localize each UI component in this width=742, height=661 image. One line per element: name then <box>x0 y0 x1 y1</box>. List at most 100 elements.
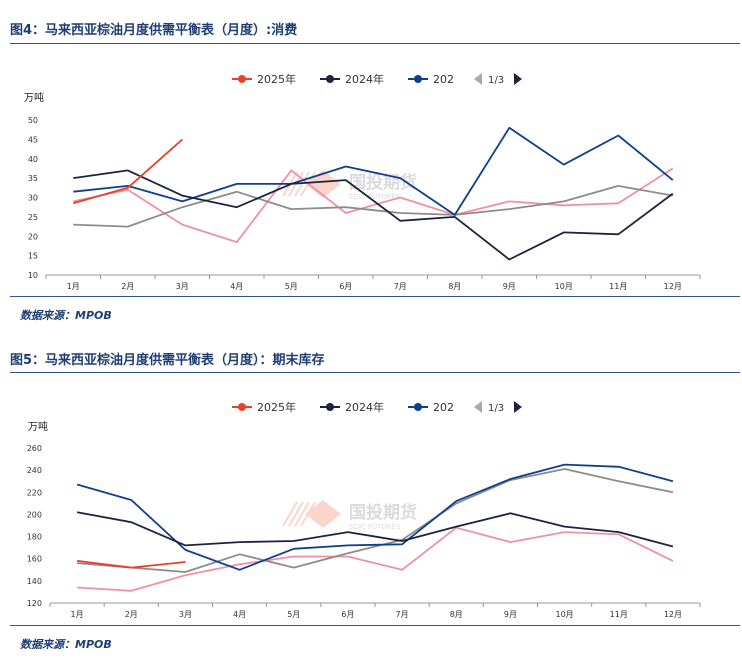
legend-label: 202 <box>433 401 454 414</box>
y-tick-label: 260 <box>27 444 42 453</box>
x-tick-label: 1月 <box>71 610 84 619</box>
y-tick-label: 30 <box>28 194 38 203</box>
y-tick-label: 50 <box>28 116 38 125</box>
figure-title: 图4：马来西亚棕油月度供需平衡表（月度）:消费 <box>10 23 298 38</box>
x-tick-label: 3月 <box>176 282 189 291</box>
x-tick-label: 5月 <box>287 610 300 619</box>
watermark-subtext: SDIC FUTURES <box>349 193 401 201</box>
series-line <box>73 185 673 228</box>
legend-label: 2024年 <box>345 400 384 414</box>
y-tick-label: 180 <box>27 533 42 542</box>
watermark-stripe <box>288 501 304 527</box>
legend-marker <box>238 403 246 411</box>
line-chart-consumption: 2025年 2024年 202 1/3 万吨 10 15 20 25 30 35 40 45 50 1月 2月… <box>24 72 701 291</box>
y-tick-label: 160 <box>27 555 42 564</box>
x-tick-label: 6月 <box>341 610 354 619</box>
y-tick-label: 240 <box>27 466 42 475</box>
legend-item[interactable]: 202 <box>408 401 454 414</box>
series-line <box>76 511 674 548</box>
source-rule <box>10 625 740 626</box>
y-tick-label: 220 <box>27 488 42 497</box>
x-tick-label: 10月 <box>555 610 573 619</box>
watermark-logo-icon <box>305 500 341 528</box>
legend-item[interactable]: 2025年 <box>232 400 296 414</box>
x-tick-label: 6月 <box>339 282 352 291</box>
legend-item[interactable]: 2024年 <box>320 400 384 414</box>
y-tick-label: 45 <box>28 135 38 144</box>
y-tick-label: 140 <box>27 577 42 586</box>
watermark-stripe <box>300 501 316 527</box>
x-tick-label: 7月 <box>396 610 409 619</box>
series-line <box>73 169 674 261</box>
x-tick-label: 1月 <box>67 282 80 291</box>
legend-item[interactable]: 2024年 <box>320 72 384 86</box>
series-line <box>73 167 674 243</box>
x-tick-label: 7月 <box>394 282 407 291</box>
pager-next-icon[interactable] <box>514 73 522 85</box>
y-tick-label: 120 <box>27 599 42 608</box>
series-line <box>77 468 674 573</box>
legend-marker <box>238 75 246 83</box>
x-tick-label: 4月 <box>230 282 243 291</box>
y-tick-label: 35 <box>28 174 38 183</box>
y-tick-label: 25 <box>28 213 38 222</box>
source-note: 数据来源：MPOB <box>20 638 112 651</box>
y-axis-unit: 万吨 <box>24 91 44 104</box>
x-tick-label: 9月 <box>504 610 517 619</box>
source-rule <box>10 296 740 297</box>
y-tick-label: 40 <box>28 155 38 164</box>
source-note: 数据来源：MPOB <box>20 309 112 322</box>
pager-prev-icon[interactable] <box>474 401 482 413</box>
watermark-stripe <box>282 501 298 527</box>
y-axis-unit: 万吨 <box>28 420 48 433</box>
x-tick-label: 11月 <box>609 282 627 291</box>
series-group <box>76 463 674 592</box>
watermark-subtext: SDIC FUTURES <box>349 523 401 531</box>
legend-marker <box>414 403 422 411</box>
legend: 2025年 2024年 202 <box>232 400 454 414</box>
x-tick-label: 11月 <box>610 610 628 619</box>
x-tick-label: 8月 <box>450 610 463 619</box>
title-rule <box>10 43 740 44</box>
x-tick-label: 9月 <box>503 282 516 291</box>
pager-prev-icon[interactable] <box>474 73 482 85</box>
title-rule <box>10 372 740 373</box>
x-tick-label: 5月 <box>285 282 298 291</box>
legend: 2025年 2024年 202 <box>232 72 454 86</box>
x-tick-label: 4月 <box>233 610 246 619</box>
pager-label: 1/3 <box>488 403 504 414</box>
series-line <box>73 138 183 205</box>
y-tick-label: 20 <box>28 232 38 241</box>
chart-section-consumption: 图4：马来西亚棕油月度供需平衡表（月度）:消费 2025年 2024年 202 1/3… <box>0 0 742 330</box>
series-line <box>76 560 186 569</box>
y-tick-label: 15 <box>28 252 38 261</box>
x-tick-label: 12月 <box>664 282 682 291</box>
y-tick-label: 10 <box>28 271 38 280</box>
pager-label: 1/3 <box>488 75 504 86</box>
legend-label: 2025年 <box>257 400 296 414</box>
series-line <box>73 126 674 216</box>
legend-label: 202 <box>433 73 454 86</box>
x-tick-label: 2月 <box>121 282 134 291</box>
figure-title: 图5：马来西亚棕油月度供需平衡表（月度）：期末库存 <box>10 353 325 368</box>
watermark-stripe <box>294 501 310 527</box>
legend-marker <box>414 75 422 83</box>
legend-marker <box>326 75 334 83</box>
legend-item[interactable]: 2025年 <box>232 72 296 86</box>
line-chart-inventory: 2025年 2024年 202 1/3 万吨 120 140 160 180 200 220 240 2… <box>27 400 701 619</box>
legend-label: 2025年 <box>257 72 296 86</box>
chart-section-inventory: 图5：马来西亚棕油月度供需平衡表（月度）：期末库存 2025年 2024年 202 1… <box>0 330 742 661</box>
pager-next-icon[interactable] <box>514 401 522 413</box>
legend-item[interactable]: 202 <box>408 73 454 86</box>
x-tick-label: 10月 <box>555 282 573 291</box>
x-tick-label: 3月 <box>179 610 192 619</box>
watermark-text: 国投期货 <box>349 502 417 523</box>
x-tick-label: 2月 <box>125 610 138 619</box>
series-group <box>73 126 674 261</box>
x-tick-label: 12月 <box>664 610 682 619</box>
series-line <box>77 526 674 592</box>
legend-label: 2024年 <box>345 72 384 86</box>
legend-marker <box>326 403 334 411</box>
